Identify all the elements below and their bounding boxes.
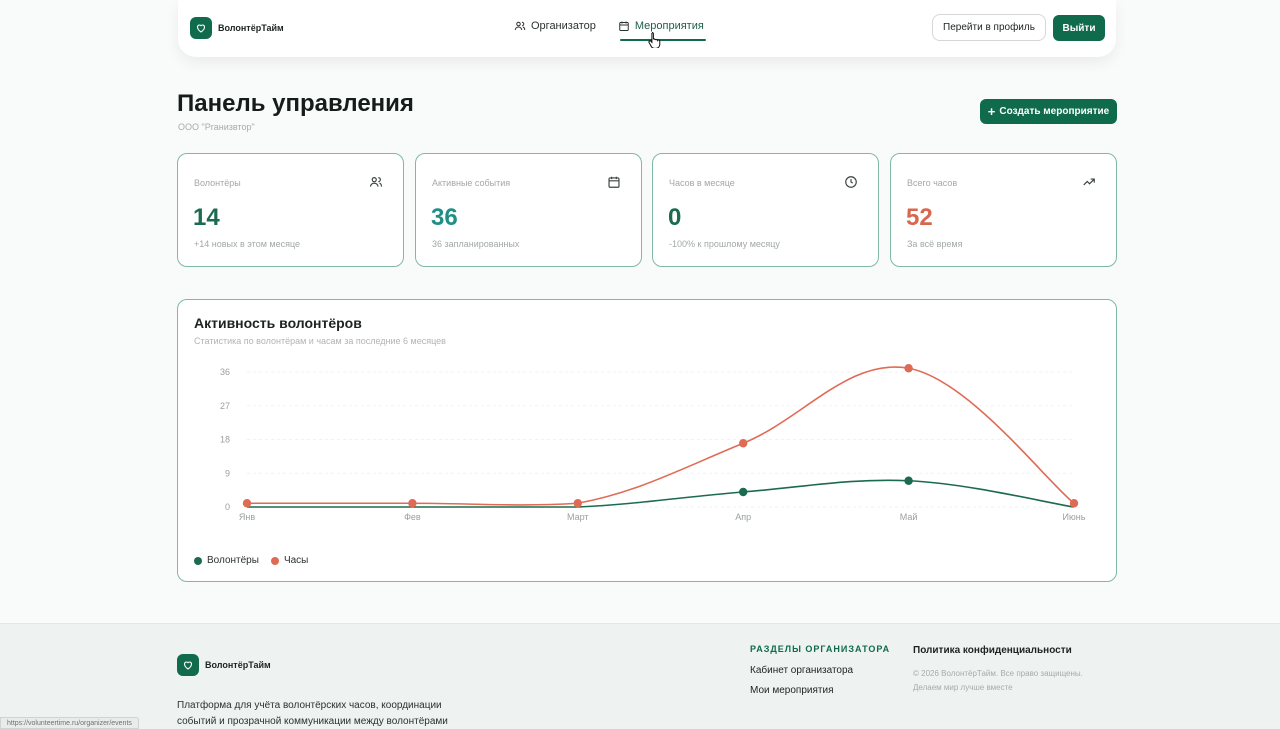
chart-legend: Волонтёры Часы bbox=[194, 555, 308, 566]
data-point bbox=[904, 364, 913, 373]
legend-dot bbox=[194, 556, 202, 565]
page-title: Панель управления bbox=[177, 90, 414, 117]
clock-icon bbox=[845, 176, 857, 188]
y-tick-label: 27 bbox=[220, 401, 230, 411]
users-icon bbox=[514, 21, 526, 31]
data-point bbox=[904, 476, 913, 485]
nav-events[interactable]: Мероприятия bbox=[618, 20, 706, 41]
x-tick-label: Март bbox=[567, 512, 589, 522]
activity-line-chart: 0 9 18 27 36 Янв Фев Март Апр Май Июнь bbox=[220, 364, 1086, 522]
stat-value: 52 bbox=[906, 204, 933, 231]
activity-chart-panel: Активность волонтёров Статистика по воло… bbox=[177, 299, 1117, 582]
nav-events-label: Мероприятия bbox=[634, 20, 704, 32]
heart-logo-icon bbox=[177, 654, 199, 676]
stat-value: 36 bbox=[431, 204, 458, 231]
stat-card-hours-month: Часов в месяце 0 -100% к прошлому месяцу bbox=[652, 153, 879, 267]
x-tick-label: Апр bbox=[735, 512, 751, 522]
legend-item-hours[interactable]: Часы bbox=[270, 555, 309, 566]
brand-logo[interactable]: ВолонтёрТайм bbox=[190, 17, 284, 39]
users-icon bbox=[369, 177, 383, 187]
stat-note: +14 новых в этом месяце bbox=[194, 239, 301, 249]
y-tick-label: 36 bbox=[220, 367, 230, 377]
footer-link-organizer-cabinet[interactable]: Кабинет организатора bbox=[750, 665, 854, 676]
series-line bbox=[247, 366, 1075, 506]
footer-tagline: Делаем мир лучше вместе bbox=[913, 683, 1013, 692]
brand-name: ВолонтёрТайм bbox=[218, 23, 284, 33]
legend-label: Волонтёры bbox=[207, 555, 259, 566]
logout-button[interactable]: Выйти bbox=[1053, 15, 1105, 41]
footer-copyright: © 2026 ВолонтёрТайм. Все право защищены.… bbox=[913, 667, 1113, 695]
create-event-button[interactable]: + Создать мероприятие bbox=[980, 99, 1117, 124]
stat-label: Активные события bbox=[432, 178, 511, 188]
organization-name: ООО "Рганизвтор" bbox=[178, 122, 255, 132]
footer-description: Платформа для учёта волонтёрских часов, … bbox=[177, 700, 448, 727]
stat-note: -100% к прошлому месяцу bbox=[669, 239, 780, 249]
stat-value: 0 bbox=[668, 204, 682, 231]
trending-up-icon bbox=[1083, 178, 1095, 186]
stat-note: За всё время bbox=[907, 239, 963, 249]
x-tick-label: Янв bbox=[239, 512, 255, 522]
calendar-icon bbox=[619, 21, 629, 31]
data-point bbox=[1069, 499, 1079, 508]
chart-subtitle: Статистика по волонтёрам и часам за посл… bbox=[194, 336, 446, 346]
data-point bbox=[573, 499, 582, 508]
data-point bbox=[408, 499, 417, 508]
footer-brand[interactable]: ВолонтёрТайм bbox=[177, 654, 271, 676]
create-event-label: Создать мероприятие bbox=[999, 106, 1110, 117]
nav-organizer-label: Организатор bbox=[531, 20, 596, 32]
series-line bbox=[246, 479, 1075, 508]
stat-label: Волонтёры bbox=[194, 178, 241, 188]
plus-icon: + bbox=[987, 103, 996, 119]
browser-status-url: https://volunteertime.ru/organizer/event… bbox=[0, 717, 139, 729]
stat-card-active-events: Активные события 36 36 запланированных bbox=[415, 153, 642, 267]
data-point bbox=[739, 439, 748, 448]
legend-dot bbox=[270, 556, 279, 565]
main-nav: Организатор Мероприятия bbox=[514, 20, 706, 41]
x-tick-label: Фев bbox=[404, 512, 421, 522]
y-tick-label: 9 bbox=[225, 468, 230, 478]
nav-organizer[interactable]: Организатор bbox=[514, 20, 596, 38]
y-tick-label: 0 bbox=[225, 502, 230, 512]
footer-section-title: РАЗДЕЛЫ ОРГАНИЗАТОРА bbox=[750, 644, 891, 654]
x-tick-label: Май bbox=[900, 512, 918, 522]
copyright-text: © 2026 ВолонтёрТайм. Все право защищены. bbox=[913, 669, 1083, 678]
stat-note: 36 запланированных bbox=[432, 239, 520, 249]
stat-value: 14 bbox=[193, 204, 220, 231]
legend-label: Часы bbox=[283, 555, 309, 566]
y-tick-label: 18 bbox=[220, 435, 230, 445]
hand-cursor-icon bbox=[648, 32, 661, 48]
chart-title: Активность волонтёров bbox=[194, 315, 362, 331]
stat-label: Всего часов bbox=[907, 178, 958, 188]
footer-link-my-events[interactable]: Мои мероприятия bbox=[750, 685, 834, 696]
go-to-profile-button[interactable]: Перейти в профиль bbox=[932, 14, 1046, 41]
legend-item-volunteers[interactable]: Волонтёры bbox=[194, 555, 259, 566]
stat-label: Часов в месяце bbox=[669, 178, 735, 188]
footer-brand-name: ВолонтёрТайм bbox=[205, 660, 271, 670]
data-point bbox=[739, 487, 748, 497]
page-footer: ВолонтёрТайм Платформа для учёта волонтё… bbox=[0, 623, 1280, 729]
x-tick-label: Июнь bbox=[1063, 512, 1086, 522]
heart-logo-icon bbox=[190, 17, 212, 39]
footer-privacy-policy-link[interactable]: Политика конфиденциальности bbox=[913, 645, 1072, 656]
top-header: ВолонтёрТайм Организатор Мероприятия Пер… bbox=[178, 0, 1116, 57]
stat-card-volunteers: Волонтёры 14 +14 новых в этом месяце bbox=[177, 153, 404, 267]
stat-card-total-hours: Всего часов 52 За всё время bbox=[890, 153, 1117, 267]
calendar-icon bbox=[608, 176, 620, 188]
data-point bbox=[242, 499, 252, 508]
